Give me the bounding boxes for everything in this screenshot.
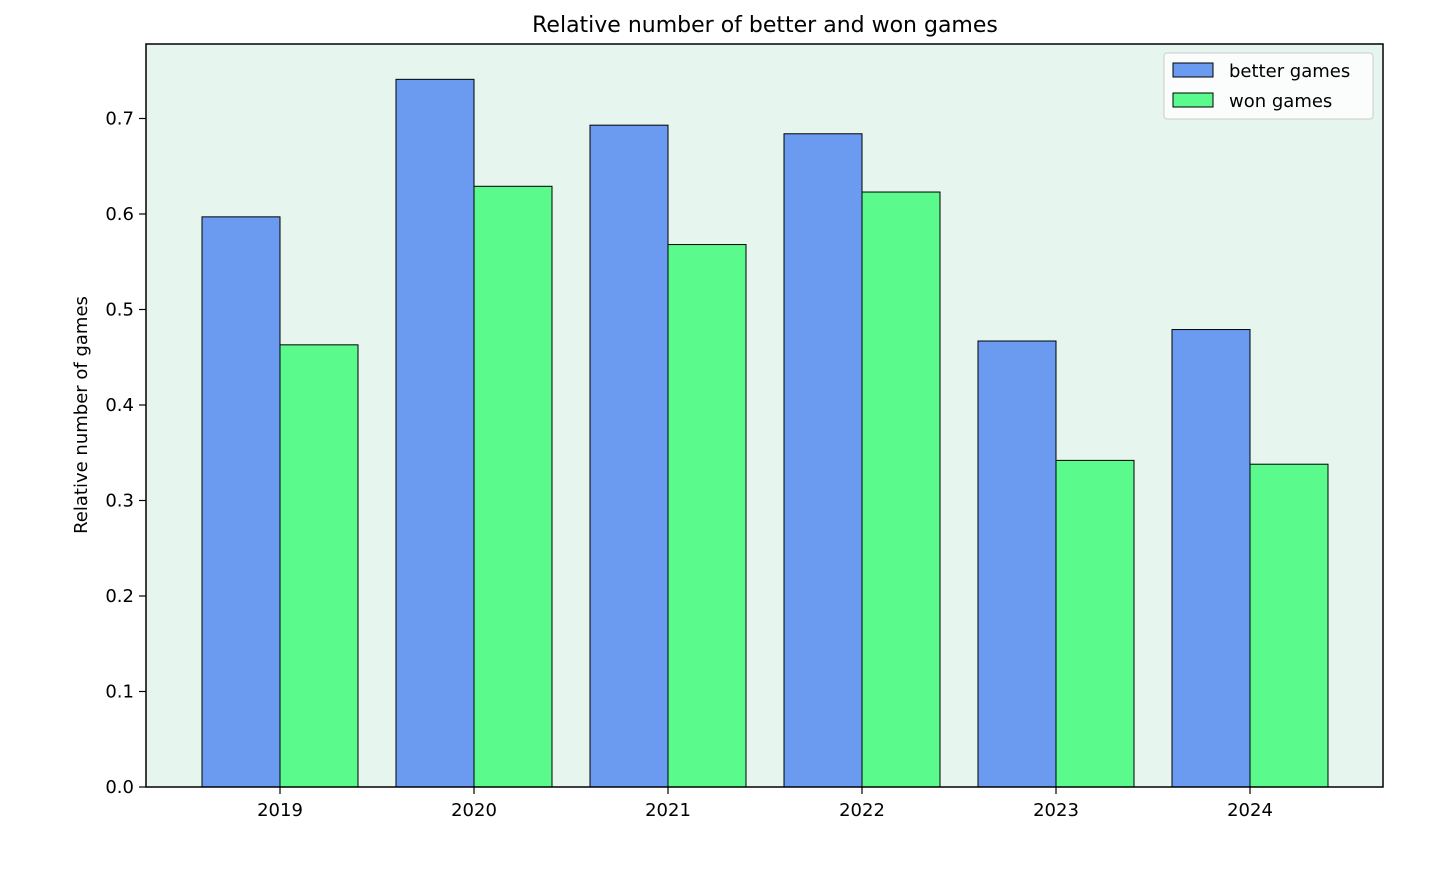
y-axis: 0.0 0.1 0.2 0.3 0.4 0.5 0.6 0.7 bbox=[105, 108, 146, 798]
bar-won-2023 bbox=[1055, 459, 1135, 788]
bar-better-2020 bbox=[395, 78, 475, 788]
bar-won-2022 bbox=[861, 191, 941, 788]
legend-swatch-better bbox=[1172, 62, 1214, 78]
y-tick-label: 0.7 bbox=[105, 108, 134, 129]
bar-won-2020 bbox=[473, 185, 553, 788]
bar-better-2021 bbox=[589, 124, 669, 788]
legend-label-won: won games bbox=[1229, 91, 1332, 112]
legend-swatch-won bbox=[1172, 92, 1214, 108]
bar-won-2021 bbox=[667, 244, 747, 788]
y-tick-label: 0.1 bbox=[105, 681, 134, 702]
x-tick-label: 2022 bbox=[839, 800, 885, 821]
bars-group bbox=[201, 78, 1329, 788]
x-tick-label: 2023 bbox=[1033, 800, 1079, 821]
bar-better-2023 bbox=[977, 340, 1057, 788]
bar-better-2024 bbox=[1171, 329, 1251, 788]
y-tick-label: 0.2 bbox=[105, 586, 134, 607]
bar-won-2024 bbox=[1249, 463, 1329, 788]
chart-title: Relative number of better and won games bbox=[532, 13, 998, 38]
x-tick-label: 2019 bbox=[257, 800, 303, 821]
x-tick-label: 2020 bbox=[451, 800, 497, 821]
bar-better-2022 bbox=[783, 133, 863, 788]
bar-won-2019 bbox=[279, 344, 359, 788]
y-tick-label: 0.5 bbox=[105, 299, 134, 320]
y-tick-label: 0.0 bbox=[105, 777, 134, 798]
y-axis-label: Relative number of games bbox=[71, 296, 92, 534]
legend-label-better: better games bbox=[1229, 61, 1350, 82]
y-tick-label: 0.6 bbox=[105, 204, 134, 225]
y-tick-label: 0.3 bbox=[105, 490, 134, 511]
x-axis: 2019 2020 2021 2022 2023 2024 bbox=[257, 787, 1273, 821]
legend: better games won games bbox=[1163, 52, 1374, 120]
x-tick-label: 2024 bbox=[1227, 800, 1273, 821]
x-tick-label: 2021 bbox=[645, 800, 691, 821]
legend-box bbox=[1163, 52, 1374, 120]
bar-better-2019 bbox=[201, 216, 281, 788]
y-tick-label: 0.4 bbox=[105, 395, 134, 416]
plot-frame bbox=[145, 43, 1384, 788]
